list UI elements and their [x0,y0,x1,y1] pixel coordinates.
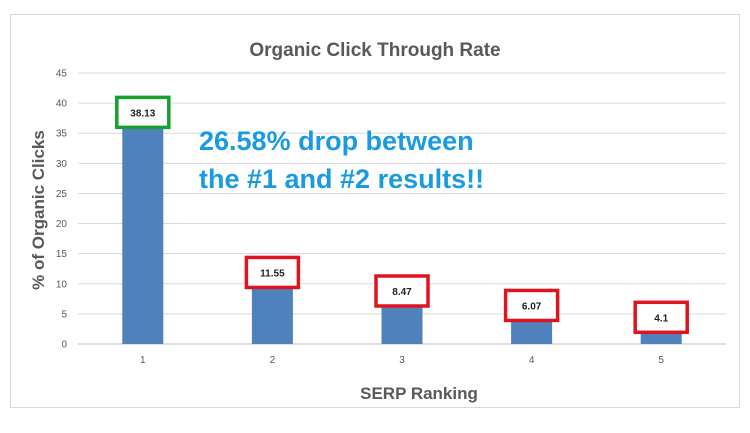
data-label: 38.13 [130,108,155,119]
x-tick-label: 5 [658,355,664,366]
chart-title: Organic Click Through Rate [249,40,500,61]
x-axis-title: SERP Ranking [360,384,478,403]
y-tick-label: 10 [56,279,68,290]
data-label-box [244,255,301,290]
data-label-box [633,300,689,335]
y-tick-label: 40 [56,99,68,110]
data-label: 6.07 [522,301,542,312]
gridlines [78,72,726,345]
callout-line-2: the #1 and #2 results!! [199,164,484,194]
callout-line-1: 26.58% drop between [199,126,474,156]
x-axis-ticks: 1 2 3 4 5 [140,355,664,366]
bar-1 [122,114,164,344]
y-tick-label: 15 [56,249,68,260]
data-label: 11.55 [260,268,285,279]
y-tick-label: 0 [61,340,67,351]
y-tick-label: 25 [56,189,68,200]
x-tick-label: 1 [140,355,146,366]
data-label: 4.1 [654,313,668,324]
x-tick-label: 2 [270,355,276,366]
y-tick-label: 35 [56,129,68,140]
y-axis-title: % of Organic Clicks [29,130,48,290]
data-label-box [115,95,171,130]
y-tick-label: 5 [61,309,67,320]
y-axis-ticks: 0 5 10 15 20 25 30 35 40 45 [56,69,68,351]
data-label-box [374,274,430,308]
y-tick-label: 45 [56,69,68,80]
y-tick-label: 30 [56,159,68,170]
x-tick-label: 4 [529,355,535,366]
x-tick-label: 3 [399,355,405,366]
bars: 38.13 11.55 8.47 6.07 4.1 [115,95,689,344]
data-label: 8.47 [392,287,412,298]
y-tick-label: 20 [56,219,68,230]
data-label-box [503,288,560,323]
